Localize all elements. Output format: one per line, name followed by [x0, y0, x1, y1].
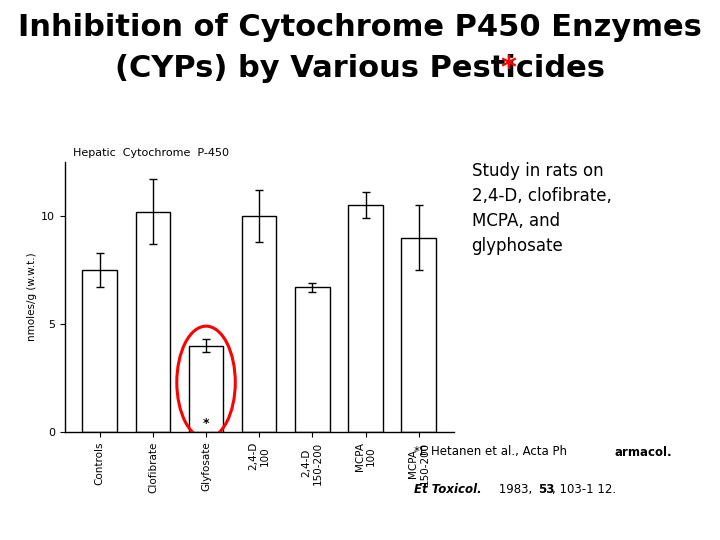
Text: 53: 53 [538, 483, 554, 496]
Bar [401, 238, 436, 432]
Text: *: * [203, 417, 210, 430]
Bar [135, 212, 170, 432]
Text: Et Toxicol.: Et Toxicol. [414, 483, 482, 496]
Bar [242, 216, 276, 432]
Text: Study in rats on
2,4-D, clofibrate,
MCPA, and
glyphosate: Study in rats on 2,4-D, clofibrate, MCPA… [472, 162, 611, 255]
Text: (CYPs) by Various Pesticides: (CYPs) by Various Pesticides [115, 54, 605, 83]
Text: Hepatic  Cytochrome  P-450: Hepatic Cytochrome P-450 [73, 148, 228, 158]
Text: , 103-1 12.: , 103-1 12. [552, 483, 616, 496]
Text: *: * [500, 54, 516, 83]
Text: armacol.: armacol. [614, 446, 672, 458]
Bar [295, 287, 330, 432]
Y-axis label: nmoles/g (w.w.t.): nmoles/g (w.w.t.) [27, 253, 37, 341]
Bar [189, 346, 223, 432]
Bar [348, 205, 383, 432]
Bar [83, 270, 117, 432]
Text: 1983,: 1983, [495, 483, 536, 496]
Text: *E Hetanen et al., Acta Ph: *E Hetanen et al., Acta Ph [414, 446, 567, 458]
Text: Inhibition of Cytochrome P450 Enzymes: Inhibition of Cytochrome P450 Enzymes [18, 14, 702, 43]
